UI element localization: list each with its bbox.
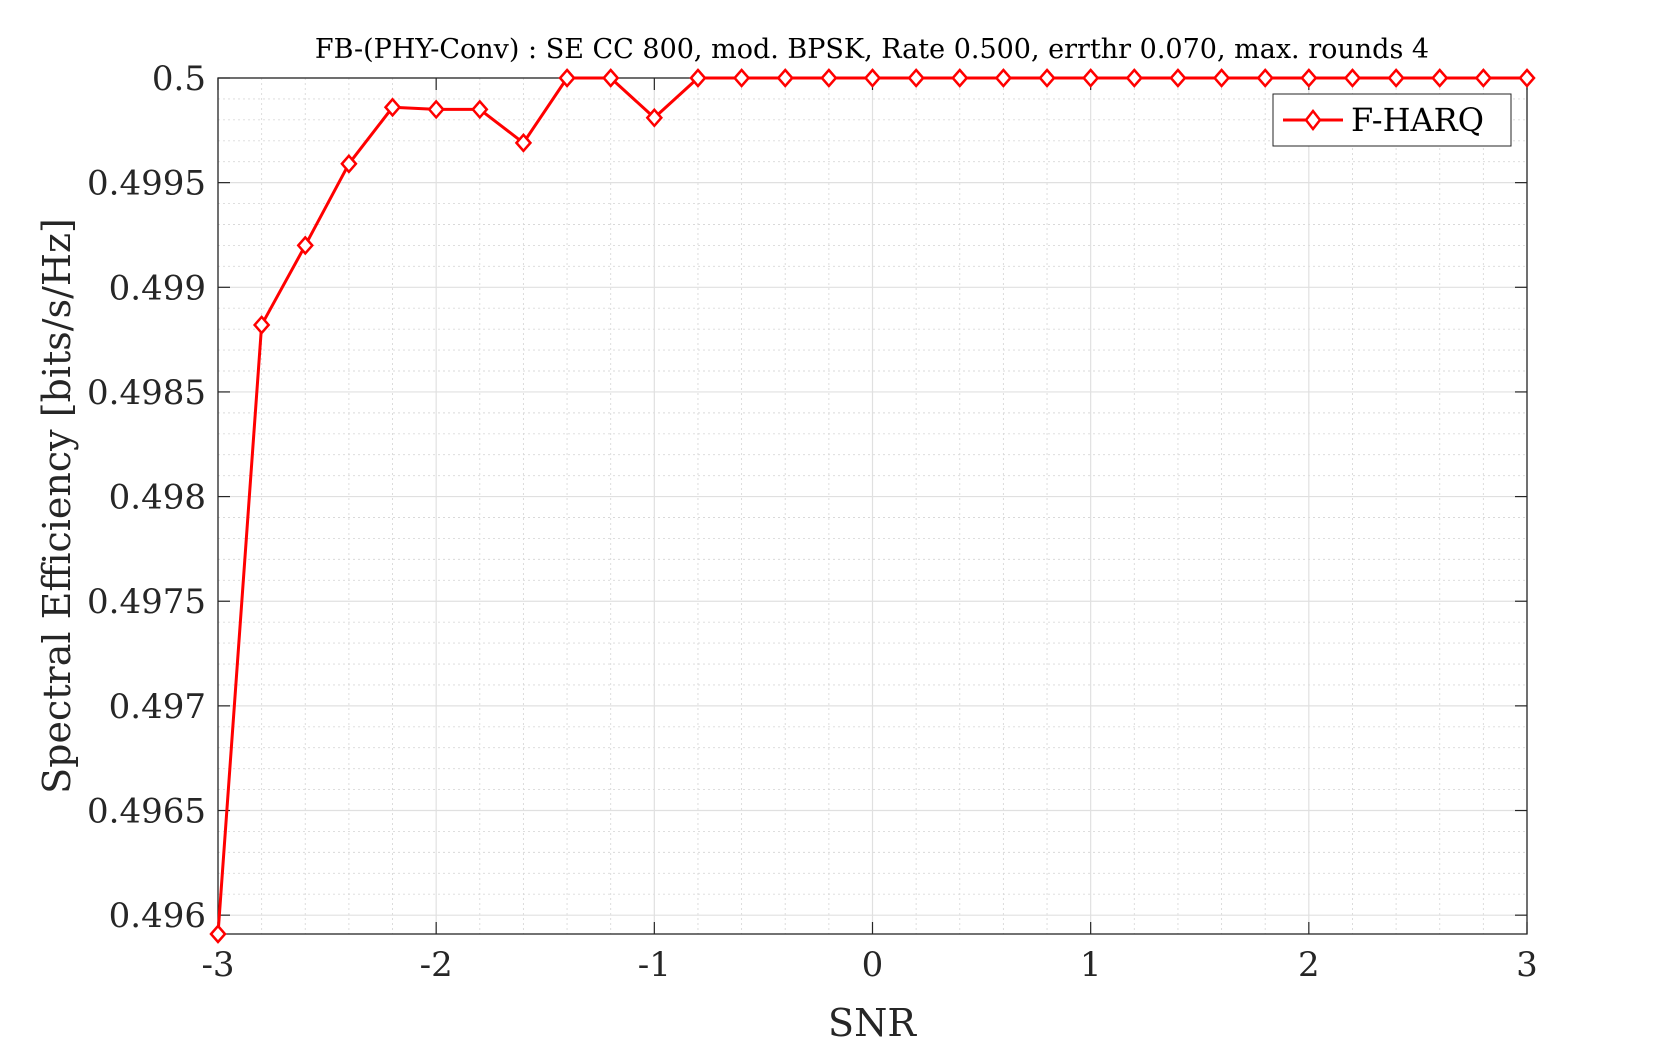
data-point-marker: [296, 235, 314, 256]
data-point-marker: [1082, 68, 1100, 88]
data-point-marker: [820, 68, 838, 88]
data-point-marker: [1256, 68, 1274, 88]
x-axis-label: SNR: [828, 1001, 917, 1042]
data-point-marker: [1169, 68, 1187, 88]
data-point-marker: [1518, 68, 1536, 88]
series-layer: [209, 68, 1536, 944]
data-point-marker: [558, 68, 576, 88]
data-point-marker: [776, 68, 794, 88]
data-point-marker: [514, 132, 533, 153]
data-point-marker: [471, 99, 489, 120]
data-point-marker: [1431, 68, 1449, 88]
x-tick-label: 3: [1516, 945, 1538, 985]
data-point-marker: [645, 107, 663, 128]
chart-title: FB-(PHY-Conv) : SE CC 800, mod. BPSK, Ra…: [315, 34, 1429, 65]
y-tick-label: 0.4995: [87, 164, 206, 204]
legend: F-HARQ: [1272, 93, 1512, 147]
y-tick-label: 0.496: [109, 896, 206, 936]
y-axis-label: Spectral Efficiency [bits/s/Hz]: [35, 218, 79, 794]
data-point-marker: [951, 68, 969, 88]
x-tick-label: 1: [1080, 945, 1102, 985]
y-tick-label: 0.5: [152, 59, 206, 99]
data-point-marker: [863, 68, 882, 88]
y-tick-label: 0.4985: [87, 373, 206, 413]
data-point-marker: [383, 97, 402, 118]
data-point-marker: [602, 68, 620, 88]
x-tick-label: 0: [862, 945, 884, 985]
data-point-marker: [209, 924, 227, 944]
data-point-marker: [994, 68, 1013, 88]
y-tick-label: 0.497: [109, 687, 206, 727]
x-tick-label: -1: [638, 945, 671, 985]
y-tick-label: 0.498: [109, 478, 206, 518]
data-point-marker: [732, 68, 751, 88]
data-point-marker: [907, 68, 925, 88]
data-point-marker: [1474, 68, 1493, 88]
tick-labels: 0.496 0.4965 0.497 0.4975 0.498 0.4985 0.499 0.…: [87, 59, 1538, 985]
data-point-marker: [340, 153, 358, 174]
y-tick-label: 0.4975: [87, 582, 206, 622]
data-point-marker: [1125, 68, 1143, 88]
data-point-marker: [1343, 68, 1362, 88]
data-point-marker: [1387, 68, 1405, 88]
x-tick-label: -2: [420, 945, 453, 985]
data-point-marker: [689, 68, 707, 88]
x-tick-label: 2: [1298, 945, 1320, 985]
data-point-marker: [427, 99, 445, 120]
data-point-marker: [1038, 68, 1056, 88]
legend-label: F-HARQ: [1351, 101, 1484, 139]
data-point-marker: [1300, 68, 1318, 88]
x-tick-label: -3: [201, 945, 234, 985]
y-tick-label: 0.499: [109, 268, 206, 308]
y-tick-label: 0.4965: [87, 792, 206, 832]
data-point-marker: [1212, 68, 1231, 88]
diamond-marker-icon: [1304, 108, 1322, 132]
data-point-marker: [252, 315, 271, 335]
